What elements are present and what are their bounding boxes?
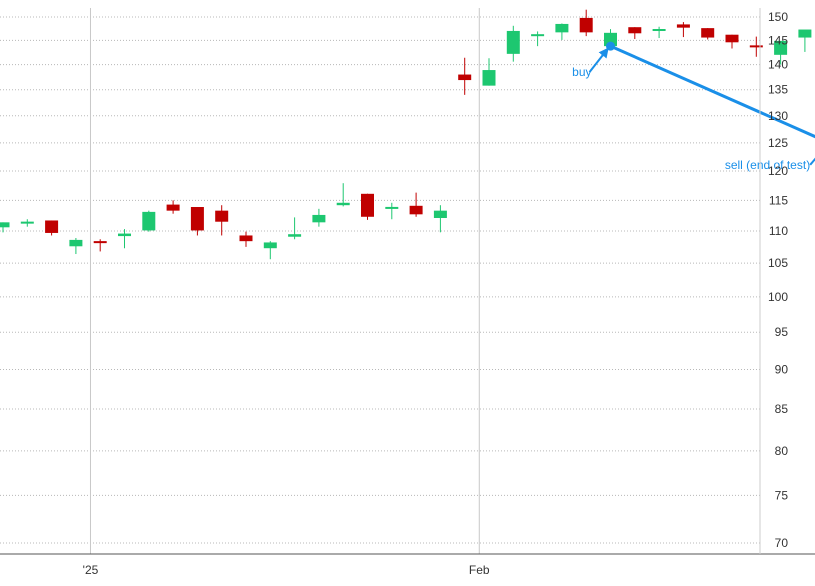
y-tick-label-70: 70 [775,536,789,550]
candle-body-33 [798,29,812,38]
y-tick-label-80: 80 [775,444,789,458]
annotations: buy sell (end of test) [572,41,815,172]
candle-9 [215,205,229,236]
sell-label: sell (end of test) [725,158,810,172]
candle-23 [555,23,569,40]
candle-21 [506,25,520,62]
y-tick-label-145: 145 [768,33,788,47]
candle-body-10 [239,235,253,242]
y-tick-label-150: 150 [768,10,788,24]
candle-22 [531,31,545,47]
y-tick-label-95: 95 [775,325,789,339]
x-tick-label-0: '25 [83,563,99,577]
y-tick-label-140: 140 [768,58,788,72]
candle-body-29 [701,28,715,38]
candle-body-8 [190,207,204,231]
candle-13 [312,208,326,227]
candle-32 [774,40,788,65]
candle-8 [190,207,204,236]
candle-14 [336,183,350,207]
candle-body-20 [482,70,496,86]
candle-7 [166,200,180,214]
candle-10 [239,231,253,247]
y-tick-label-135: 135 [768,83,788,97]
candle-17 [409,192,423,217]
candle-body-7 [166,204,180,211]
candle-body-22 [531,34,545,37]
candle-19 [458,57,472,95]
candle-24 [579,9,593,37]
candle-body-27 [652,29,666,32]
candle-body-21 [506,30,520,54]
candle-1 [20,219,34,227]
candle-27 [652,26,666,39]
y-tick-label-105: 105 [768,256,788,270]
candle-body-5 [118,233,131,237]
y-tick-label-110: 110 [769,224,788,238]
candle-body-14 [336,202,350,206]
candle-body-18 [433,210,447,219]
candle-33 [798,29,812,52]
candle-body-1 [20,221,34,224]
candle-body-23 [555,23,569,33]
y-tick-label-115: 115 [769,193,788,207]
y-tick-label-100: 100 [768,290,788,304]
candle-body-6 [142,211,156,231]
candle-11 [263,241,277,260]
candle-body-26 [628,27,642,34]
candles [0,9,812,260]
candle-0 [0,222,10,233]
y-tick-label-90: 90 [775,363,789,377]
candle-body-31 [749,45,763,48]
grid [0,8,760,554]
candle-body-15 [361,193,374,217]
sell-pointer [809,157,815,166]
y-tick-label-120: 120 [768,164,788,178]
candle-body-24 [579,17,593,33]
trade-line [609,44,815,139]
candle-12 [288,217,302,240]
candle-16 [385,202,399,220]
candle-body-11 [263,242,277,249]
candle-body-28 [676,24,690,28]
candle-2 [45,220,59,236]
axes: 70 75 80 85 90 95 100 105 110 115 120 125 130 135 140 1… [0,8,815,577]
y-tick-label-130: 130 [768,109,788,123]
candle-body-9 [215,210,229,222]
y-tick-label-75: 75 [775,488,789,502]
candle-body-19 [458,74,472,81]
x-tick-label-1: Feb [469,563,490,577]
candle-body-16 [385,206,399,209]
candle-body-17 [409,205,423,215]
candle-body-0 [0,222,10,228]
candle-body-25 [604,32,617,47]
candle-26 [628,27,642,39]
candle-28 [676,22,690,38]
candle-20 [482,58,496,86]
buy-label: buy [572,65,591,79]
candle-18 [433,205,447,233]
candle-body-4 [93,241,107,244]
candle-5 [118,229,131,249]
candle-body-12 [288,234,302,237]
candle-body-13 [312,214,326,223]
candle-31 [749,36,763,57]
candle-3 [69,237,83,255]
candle-body-30 [725,34,739,43]
candle-30 [725,34,739,49]
candle-15 [361,193,374,220]
buy-pointer [588,47,609,73]
y-tick-label-125: 125 [768,136,788,150]
candle-body-2 [45,220,59,233]
y-tick-label-85: 85 [775,402,789,416]
candle-6 [142,210,156,232]
candle-4 [93,239,107,252]
candle-body-3 [69,239,83,247]
candle-body-32 [774,40,788,55]
candle-29 [701,28,715,40]
